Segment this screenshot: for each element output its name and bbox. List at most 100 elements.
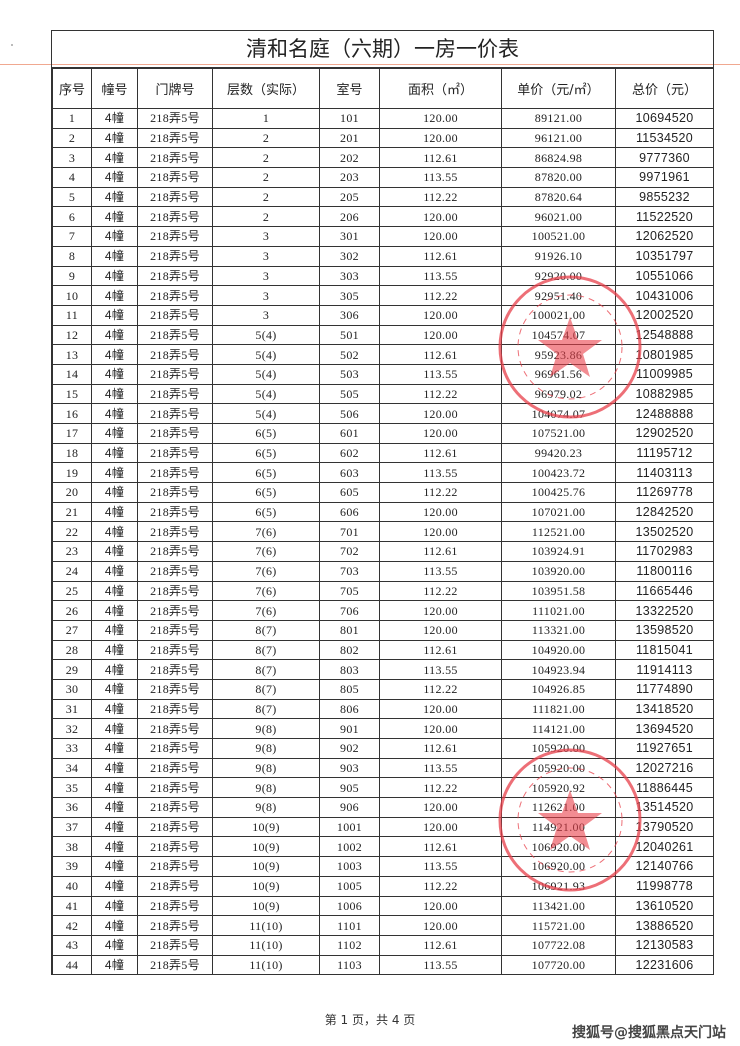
cell-unit-price: 115721.00: [501, 915, 616, 936]
cell-building: 4幢: [91, 738, 138, 759]
cell-room: 1101: [319, 915, 380, 936]
cell-seq: 26: [52, 600, 92, 621]
cell-door-number: 218弄5号: [137, 245, 213, 267]
cell-seq: 31: [52, 698, 92, 720]
cell-building: 4幢: [91, 934, 138, 956]
cell-floor: 8(7): [212, 659, 320, 680]
cell-door-number: 218弄5号: [137, 600, 213, 621]
cell-building: 4幢: [91, 718, 138, 739]
cell-room: 201: [319, 127, 380, 149]
cell-unit-price: 86824.98: [501, 147, 616, 169]
column-header-room: 室号: [319, 68, 380, 109]
cell-area: 113.55: [379, 757, 502, 779]
cell-door-number: 218弄5号: [137, 816, 213, 838]
cell-door-number: 218弄5号: [137, 344, 213, 365]
cell-seq: 14: [52, 363, 92, 385]
cell-area: 120.00: [379, 108, 502, 129]
cell-building: 4幢: [91, 186, 138, 208]
table-row: 2 4幢 218弄5号 2 201 120.00 96121.00 11534520: [52, 127, 714, 149]
cell-door-number: 218弄5号: [137, 265, 213, 287]
cell-total-price: 10882985: [615, 383, 714, 405]
cell-seq: 4: [52, 167, 92, 188]
cell-seq: 22: [52, 521, 92, 543]
cell-seq: 7: [52, 226, 92, 247]
table-row: 44 4幢 218弄5号 11(10) 1103 113.55 107720.00 12231…: [52, 954, 714, 976]
table-row: 5 4幢 218弄5号 2 205 112.22 87820.64 9855232: [52, 186, 714, 208]
cell-total-price: 13790520: [615, 816, 714, 838]
cell-floor: 6(5): [212, 501, 320, 523]
cell-unit-price: 103924.91: [501, 541, 616, 562]
cell-floor: 9(8): [212, 777, 320, 799]
cell-total-price: 11522520: [615, 206, 714, 228]
cell-area: 113.55: [379, 659, 502, 680]
cell-room: 1002: [319, 836, 380, 858]
cell-unit-price: 91926.10: [501, 245, 616, 267]
cell-total-price: 13322520: [615, 600, 714, 621]
cell-seq: 19: [52, 462, 92, 484]
cell-area: 113.55: [379, 363, 502, 385]
cell-room: 903: [319, 757, 380, 779]
table-row: 43 4幢 218弄5号 11(10) 1102 112.61 107722.08 12130…: [52, 934, 714, 956]
column-header-unit-price: 单价（元/㎡）: [501, 68, 616, 109]
cell-door-number: 218弄5号: [137, 836, 213, 858]
cell-unit-price: 114921.00: [501, 816, 616, 838]
cell-floor: 9(8): [212, 718, 320, 739]
cell-area: 112.22: [379, 678, 502, 700]
cell-floor: 6(5): [212, 462, 320, 484]
cell-door-number: 218弄5号: [137, 501, 213, 523]
cell-door-number: 218弄5号: [137, 738, 213, 759]
cell-building: 4幢: [91, 265, 138, 287]
cell-total-price: 10801985: [615, 344, 714, 365]
cell-unit-price: 105920.00: [501, 757, 616, 779]
cell-area: 120.00: [379, 226, 502, 247]
cell-total-price: 9855232: [615, 186, 714, 208]
column-header-floor: 层数（实际）: [212, 68, 320, 109]
cell-floor: 8(7): [212, 678, 320, 700]
cell-seq: 29: [52, 659, 92, 680]
table-row: 19 4幢 218弄5号 6(5) 603 113.55 100423.72 11403113: [52, 462, 714, 484]
cell-unit-price: 106920.00: [501, 856, 616, 877]
cell-total-price: 12027216: [615, 757, 714, 779]
cell-unit-price: 89121.00: [501, 108, 616, 129]
cell-area: 112.22: [379, 875, 502, 897]
cell-floor: 2: [212, 127, 320, 149]
column-header-seq: 序号: [52, 68, 92, 109]
cell-area: 112.61: [379, 147, 502, 169]
cell-room: 1006: [319, 895, 380, 917]
cell-door-number: 218弄5号: [137, 324, 213, 346]
table-row: 29 4幢 218弄5号 8(7) 803 113.55 104923.94 11914113: [52, 659, 714, 680]
cell-area: 120.00: [379, 698, 502, 720]
table-row: 21 4幢 218弄5号 6(5) 606 120.00 107021.00 12842520: [52, 501, 714, 523]
table-row: 23 4幢 218弄5号 7(6) 702 112.61 103924.91 11702983: [52, 541, 714, 562]
cell-seq: 23: [52, 541, 92, 562]
cell-room: 803: [319, 659, 380, 680]
cell-building: 4幢: [91, 501, 138, 523]
cell-unit-price: 104574.07: [501, 324, 616, 346]
column-header-area: 面积（㎡）: [379, 68, 502, 109]
cell-unit-price: 99420.23: [501, 442, 616, 464]
cell-room: 902: [319, 738, 380, 759]
cell-area: 120.00: [379, 521, 502, 543]
table-row: 37 4幢 218弄5号 10(9) 1001 120.00 114921.00 137905…: [52, 816, 714, 838]
cell-building: 4幢: [91, 127, 138, 149]
table-row: 40 4幢 218弄5号 10(9) 1005 112.22 106921.93 119987…: [52, 875, 714, 897]
table-body: 1 4幢 218弄5号 1 101 120.00 89121.00 10694520 2 4幢 21…: [52, 108, 714, 976]
cell-area: 113.55: [379, 560, 502, 582]
cell-room: 1102: [319, 934, 380, 956]
cell-building: 4幢: [91, 403, 138, 424]
cell-total-price: 11927651: [615, 738, 714, 759]
scan-speck: [11, 44, 13, 46]
cell-door-number: 218弄5号: [137, 521, 213, 543]
cell-area: 112.22: [379, 285, 502, 306]
cell-door-number: 218弄5号: [137, 403, 213, 424]
table-row: 38 4幢 218弄5号 10(9) 1002 112.61 106920.00 120402…: [52, 836, 714, 858]
table-row: 36 4幢 218弄5号 9(8) 906 120.00 112621.00 13514520: [52, 797, 714, 818]
cell-seq: 38: [52, 836, 92, 858]
cell-unit-price: 111821.00: [501, 698, 616, 720]
cell-total-price: 9777360: [615, 147, 714, 169]
cell-door-number: 218弄5号: [137, 147, 213, 169]
cell-seq: 33: [52, 738, 92, 759]
cell-unit-price: 87820.64: [501, 186, 616, 208]
cell-area: 112.61: [379, 245, 502, 267]
cell-floor: 1: [212, 108, 320, 129]
